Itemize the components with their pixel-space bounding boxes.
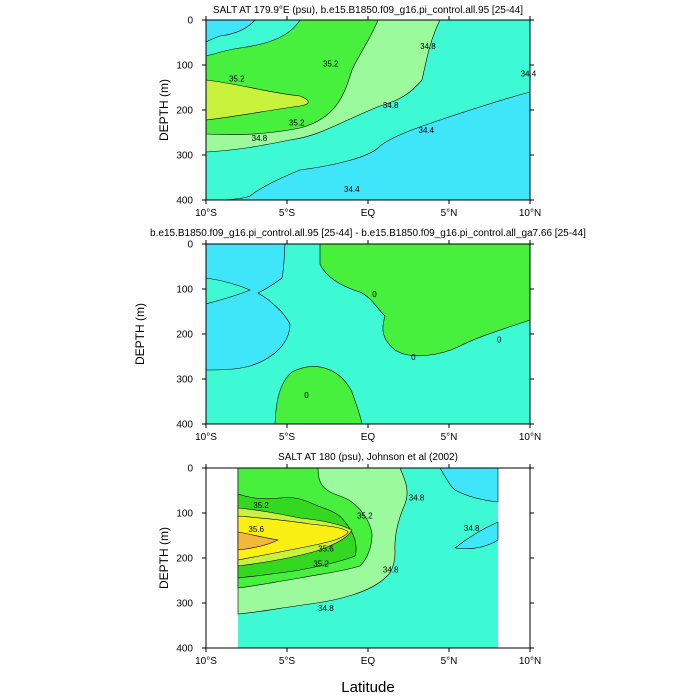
panel-2-contour-labels: 0 0 0 0 bbox=[304, 290, 502, 400]
panel-1-title: SALT AT 179.9°E (psu), b.e15.B1850.f09_g… bbox=[213, 5, 523, 16]
x-axis-label: Latitude bbox=[341, 679, 394, 696]
panel-3-title: SALT AT 180 (psu), Johnson et al (2002) bbox=[278, 452, 458, 463]
contour-label: 34.8 bbox=[383, 566, 399, 575]
x-tick-label: 5°S bbox=[279, 656, 296, 667]
y-tick-label: 200 bbox=[176, 554, 193, 565]
y-tick-label: 400 bbox=[176, 644, 193, 655]
panel-1-contour-labels: 35.2 35.2 35.2 34.8 34.8 34.8 34.4 34.4 34.4 bbox=[229, 42, 537, 194]
contour-label: 34.8 bbox=[409, 494, 425, 503]
salinity-region-upper-left-inner bbox=[206, 20, 256, 43]
observed-region-lower-right bbox=[454, 521, 499, 550]
x-tick-label: EQ bbox=[361, 432, 376, 443]
panel-3-x-axis: 10°S 5°S EQ 5°N 10°N bbox=[195, 464, 541, 667]
contour-label: 0 bbox=[497, 335, 502, 344]
panel-3: SALT AT 180 (psu), Johnson et al (2002) … bbox=[157, 452, 541, 667]
x-tick-label: 5°N bbox=[441, 432, 458, 443]
contour-label: 0 bbox=[304, 391, 309, 400]
x-tick-label: 5°N bbox=[441, 656, 458, 667]
panel-3-y-axis: 0 100 200 300 400 bbox=[176, 464, 534, 655]
y-tick-label: 300 bbox=[176, 151, 193, 162]
y-tick-label: 100 bbox=[176, 509, 193, 520]
y-tick-label: 0 bbox=[187, 240, 193, 251]
observed-region-upper-right bbox=[439, 468, 499, 503]
contour-label: 34.4 bbox=[344, 185, 360, 194]
y-tick-label: 300 bbox=[176, 599, 193, 610]
contour-label: 34.8 bbox=[318, 604, 334, 613]
y-tick-label: 400 bbox=[176, 420, 193, 431]
panel-1-contour-fill bbox=[206, 20, 530, 200]
y-tick-label: 100 bbox=[176, 61, 193, 72]
difference-region-positive-bottom bbox=[274, 366, 363, 424]
panel-2-y-axis: 0 100 200 300 400 bbox=[176, 240, 534, 431]
x-tick-label: 5°N bbox=[441, 208, 458, 219]
x-tick-label: 5°S bbox=[279, 208, 296, 219]
contour-label: 34.4 bbox=[419, 126, 435, 135]
y-tick-label: 400 bbox=[176, 196, 193, 207]
y-tick-label: 200 bbox=[176, 106, 193, 117]
y-tick-label: 0 bbox=[187, 16, 193, 27]
x-tick-label: 5°S bbox=[279, 432, 296, 443]
contour-label: 0 bbox=[372, 290, 377, 299]
panel-1-y-axis: 0 100 200 300 400 bbox=[176, 16, 534, 207]
contour-label: 35.2 bbox=[323, 60, 339, 69]
contour-label: 35.6 bbox=[318, 545, 334, 554]
x-tick-label: EQ bbox=[361, 208, 376, 219]
contour-label: 35.2 bbox=[229, 75, 245, 84]
x-tick-label: 10°S bbox=[195, 208, 217, 219]
difference-region-negative-notch bbox=[206, 277, 251, 305]
contour-label: 35.2 bbox=[313, 559, 329, 568]
panel-2: b.e15.B1850.f09_g16.pi_control.all.95 [2… bbox=[133, 228, 586, 443]
contour-label: 35.2 bbox=[357, 511, 373, 520]
panel-1: SALT AT 179.9°E (psu), b.e15.B1850.f09_g… bbox=[157, 5, 541, 219]
salinity-region-highest bbox=[206, 79, 309, 121]
contour-label: 35.2 bbox=[289, 119, 305, 128]
x-tick-label: EQ bbox=[361, 656, 376, 667]
x-tick-label: 10°N bbox=[519, 208, 541, 219]
difference-region-positive-right bbox=[319, 244, 530, 357]
contour-label: 35.6 bbox=[248, 525, 264, 534]
panel-2-title: b.e15.B1850.f09_g16.pi_control.all.95 [2… bbox=[150, 228, 586, 239]
x-tick-label: 10°S bbox=[195, 656, 217, 667]
contour-label: 34.8 bbox=[420, 42, 436, 51]
difference-region-negative-left bbox=[206, 244, 291, 371]
panel-1-y-axis-label: DEPTH (m) bbox=[157, 79, 171, 141]
panel-1-x-axis: 10°S 5°S EQ 5°N 10°N bbox=[195, 16, 541, 219]
panel-3-contour-fill bbox=[237, 468, 499, 648]
panel-3-y-axis-label: DEPTH (m) bbox=[157, 527, 171, 589]
x-tick-label: 10°N bbox=[519, 656, 541, 667]
x-tick-label: 10°N bbox=[519, 432, 541, 443]
observed-region-level-5 bbox=[237, 515, 349, 561]
y-tick-label: 300 bbox=[176, 375, 193, 386]
panel-3-contour-labels: 35.2 35.2 35.6 35.6 35.2 34.8 34.8 34.8 34.8 bbox=[248, 494, 480, 613]
contour-label: 35.2 bbox=[253, 501, 269, 510]
y-tick-label: 200 bbox=[176, 330, 193, 341]
contour-label: 34.4 bbox=[521, 70, 537, 79]
x-tick-label: 10°S bbox=[195, 432, 217, 443]
contour-label: 34.8 bbox=[464, 524, 480, 533]
observed-region-core bbox=[237, 531, 279, 551]
y-tick-label: 100 bbox=[176, 285, 193, 296]
contour-label: 34.8 bbox=[252, 134, 268, 143]
panel-2-contour-fill bbox=[206, 244, 530, 424]
contour-label: 0 bbox=[411, 353, 416, 362]
contour-label: 34.8 bbox=[383, 101, 399, 110]
y-tick-label: 0 bbox=[187, 464, 193, 475]
panel-2-x-axis: 10°S 5°S EQ 5°N 10°N bbox=[195, 240, 541, 443]
panel-2-y-axis-label: DEPTH (m) bbox=[133, 303, 147, 365]
